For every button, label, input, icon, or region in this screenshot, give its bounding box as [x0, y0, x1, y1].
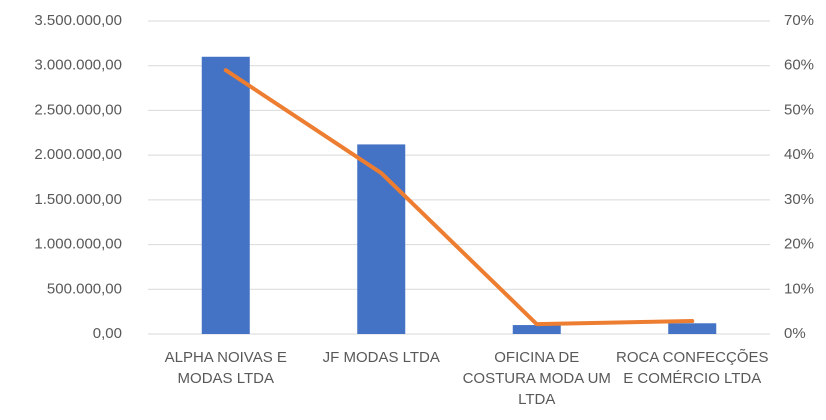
y-tick-label: 2.500.000,00 — [34, 101, 122, 118]
y-tick-label: 3.000.000,00 — [34, 57, 122, 74]
y2-tick-label: 0% — [784, 325, 806, 342]
bar — [668, 323, 717, 334]
y-tick-label: 3.500.000,00 — [34, 12, 122, 29]
x-tick-label: JF MODAS LTDA — [323, 349, 440, 366]
y2-tick-label: 70% — [784, 12, 814, 29]
y2-tick-label: 40% — [784, 146, 814, 163]
y2-tick-label: 30% — [784, 191, 814, 208]
y2-tick-label: 10% — [784, 280, 814, 297]
y-tick-label: 1.500.000,00 — [34, 191, 122, 208]
y-tick-label: 500.000,00 — [47, 280, 122, 297]
x-tick-label: OFICINA DE COSTURA MODA UM LTDA — [463, 349, 611, 408]
y-tick-label: 2.000.000,00 — [34, 146, 122, 163]
x-tick-label: ALPHA NOIVAS E MODAS LTDA — [165, 349, 287, 387]
line — [223, 68, 695, 327]
bar — [201, 56, 250, 335]
y2-tick-label: 50% — [784, 101, 814, 118]
bar — [357, 144, 406, 334]
y2-tick-label: 20% — [784, 236, 814, 253]
y2-tick-label: 60% — [784, 57, 814, 74]
y-tick-label: 0,00 — [93, 325, 122, 342]
x-tick-label: ROCA CONFECÇÕES E COMÉRCIO LTDA — [616, 349, 769, 387]
y-tick-label: 1.000.000,00 — [34, 236, 122, 253]
bar — [512, 325, 561, 334]
